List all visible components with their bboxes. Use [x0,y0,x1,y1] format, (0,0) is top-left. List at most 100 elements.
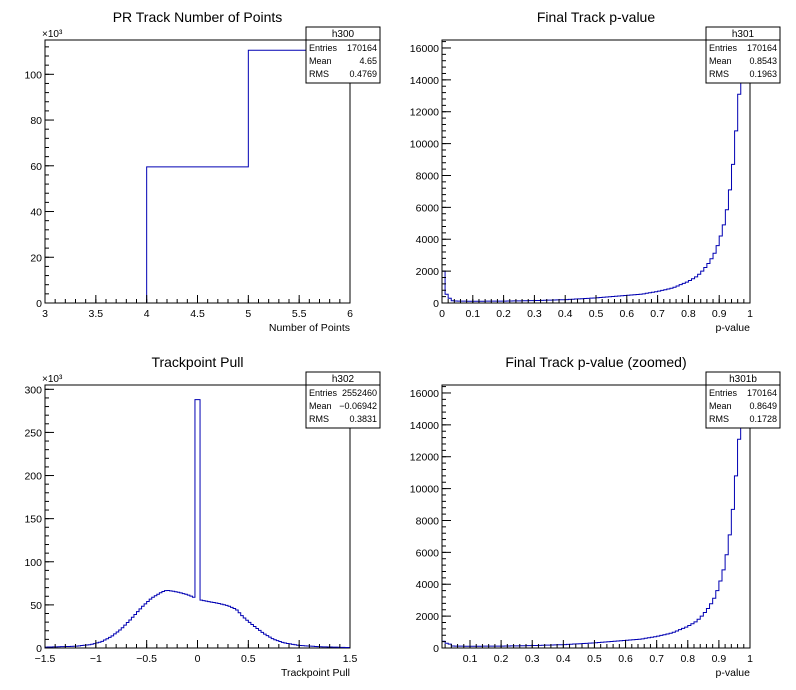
x-tick-label: 0.7 [650,308,665,320]
stats-value: 0.1728 [749,414,777,424]
x-axis-label: Number of Points [269,322,350,334]
x-tick-label: 1 [747,653,753,665]
x-tick-label: 0.2 [494,653,509,665]
y-multiplier-label: ×10³ [42,29,63,40]
stats-label: Entries [709,388,738,398]
x-tick-label: 1 [747,308,753,320]
y-tick-label: 14000 [410,75,439,87]
y-tick-label: 80 [30,115,42,127]
stats-box [705,26,781,84]
x-tick-label: 0.5 [241,653,256,665]
y-tick-label: 6000 [416,202,440,214]
y-tick-label: 40 [30,207,42,219]
y-tick-label: 2000 [416,611,440,623]
y-tick-label: 16000 [410,43,439,55]
y-multiplier-label: ×10³ [42,374,63,385]
stats-label: Mean [309,56,332,66]
stats-box [305,26,381,84]
x-tick-label: 1.5 [343,653,358,665]
plot-frame [441,384,751,649]
y-tick-label: 100 [24,557,42,569]
stats-box [305,371,381,429]
stats-value: 170164 [747,43,777,53]
stats-value: 0.4769 [349,69,377,79]
y-tick-label: 10000 [410,139,439,151]
plot-frame [441,39,751,304]
x-tick-label: 0.4 [556,653,571,665]
stats-label: RMS [309,69,329,79]
stats-label: Mean [309,401,332,411]
x-tick-label: 0 [439,308,445,320]
chart-title: Final Track p-value (zoomed) [505,354,686,370]
x-tick-label: 0.5 [589,308,604,320]
stats-name: h301 [732,29,755,40]
x-tick-label: 6 [347,308,353,320]
x-tick-label: −0.5 [136,653,157,665]
stats-name: h301b [729,374,757,385]
x-tick-label: 5.5 [292,308,307,320]
x-tick-label: 0.8 [680,653,695,665]
stats-label: RMS [309,414,329,424]
chart-title: Trackpoint Pull [151,354,243,370]
histogram-line [442,384,750,647]
x-tick-label: 0.4 [558,308,573,320]
stats-label: Mean [709,401,732,411]
stats-value: 0.1963 [749,69,777,79]
y-tick-label: 0 [36,643,42,655]
y-tick-label: 100 [24,69,42,81]
stats-label: Entries [309,43,338,53]
x-tick-label: −1 [90,653,102,665]
y-tick-label: 12000 [410,107,439,119]
y-tick-label: 12000 [410,452,439,464]
y-tick-label: 0 [433,643,439,655]
plot-frame [44,39,351,304]
x-tick-label: 0.5 [587,653,602,665]
x-axis-label: Trackpoint Pull [281,667,350,679]
y-tick-label: 4000 [416,234,440,246]
y-tick-label: 10000 [410,484,439,496]
x-tick-label: 0.1 [465,308,480,320]
y-tick-label: 300 [24,384,42,396]
stats-name: h302 [332,374,355,385]
stats-value: 170164 [347,43,377,53]
stats-value: 170164 [747,388,777,398]
x-tick-label: 0.7 [649,653,664,665]
stats-label: Entries [709,43,738,53]
x-tick-label: 0.2 [496,308,511,320]
histogram-line [442,39,750,302]
y-tick-label: 20 [30,252,42,264]
x-tick-label: 0.9 [712,308,727,320]
x-tick-label: 0.3 [525,653,540,665]
x-tick-label: 0.8 [681,308,696,320]
x-tick-label: 0 [195,653,201,665]
x-tick-label: 0.6 [618,653,633,665]
x-tick-label: 0.3 [527,308,542,320]
y-tick-label: 50 [30,600,42,612]
x-tick-label: 1 [296,653,302,665]
x-axis-label: p-value [716,322,751,334]
y-tick-label: 150 [24,514,42,526]
plot-frame [44,384,351,649]
y-tick-label: 16000 [410,388,439,400]
x-tick-label: 0.9 [712,653,727,665]
histogram-line [45,399,350,649]
x-tick-label: 3 [42,308,48,320]
y-tick-label: 60 [30,161,42,173]
x-tick-label: 0.6 [619,308,634,320]
y-tick-label: 4000 [416,579,440,591]
stats-value: −0.06942 [339,401,377,411]
chart-title: Final Track p-value [537,9,655,25]
stats-value: 0.8649 [749,401,777,411]
stats-label: Entries [309,388,338,398]
x-tick-label: 4 [144,308,150,320]
stats-name: h300 [332,29,355,40]
y-tick-label: 8000 [416,170,440,182]
histogram-panel-1: Final Track p-value 0 0.1 0.2 0.3 0.4 0.5 0.6 0.… [410,9,781,334]
x-tick-label: 0.1 [463,653,478,665]
y-tick-label: 6000 [416,547,440,559]
stats-value: 0.3831 [349,414,377,424]
x-tick-label: −1.5 [35,653,56,665]
